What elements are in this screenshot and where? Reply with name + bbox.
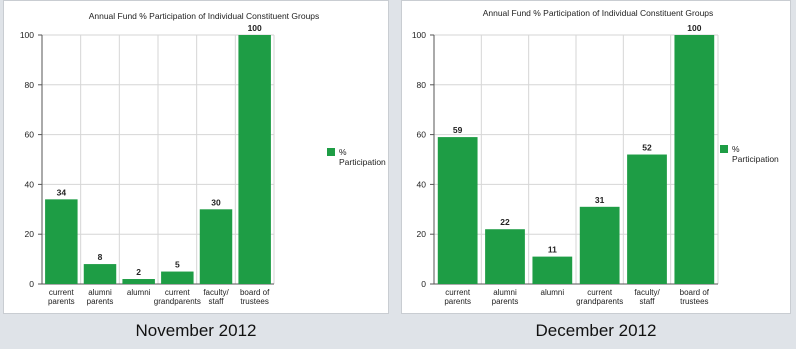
category-label: faculty/staff — [203, 288, 229, 306]
category-label: alumni parents — [492, 288, 519, 306]
legend-swatch — [720, 145, 728, 153]
participation-chart-december: Annual Fund % Participation of Individua… — [412, 8, 779, 306]
category-label: board of trustees — [680, 288, 710, 306]
chart-caption-november: November 2012 — [135, 321, 257, 340]
y-tick-label: 0 — [29, 279, 34, 289]
legend-label: % Participation — [339, 147, 386, 167]
data-label: 30 — [211, 197, 221, 207]
chart-caption-december: December 2012 — [535, 321, 657, 340]
data-label: 100 — [248, 23, 262, 33]
data-label: 2 — [136, 267, 141, 277]
category-label: alumni parents — [87, 288, 114, 306]
y-tick-label: 100 — [412, 30, 426, 40]
bar — [485, 229, 525, 284]
y-tick-label: 40 — [417, 179, 427, 189]
data-label: 8 — [98, 252, 103, 262]
y-tick-label: 80 — [25, 80, 35, 90]
data-label: 59 — [453, 125, 463, 135]
data-label: 31 — [595, 195, 605, 205]
y-tick-label: 20 — [417, 229, 427, 239]
y-tick-label: 40 — [25, 179, 35, 189]
category-label: current grandparents — [154, 288, 201, 306]
y-tick-label: 60 — [25, 130, 35, 140]
category-label: board of trustees — [240, 288, 270, 306]
legend-swatch — [327, 148, 335, 156]
category-label: alumni — [127, 288, 151, 297]
category-label: current parents — [444, 288, 471, 306]
category-label: alumni — [541, 288, 565, 297]
bar — [674, 35, 715, 284]
chart-title: Annual Fund % Participation of Individua… — [483, 8, 714, 18]
y-tick-label: 20 — [25, 229, 35, 239]
chart-title: Annual Fund % Participation of Individua… — [89, 11, 320, 21]
bar — [437, 137, 478, 284]
bar — [532, 256, 573, 284]
data-label: 100 — [687, 23, 701, 33]
chart-panel-november: Annual Fund % Participation of Individua… — [3, 0, 389, 314]
participation-chart-november: Annual Fund % Participation of Individua… — [20, 11, 386, 306]
chart-panel-december: Annual Fund % Participation of Individua… — [401, 0, 791, 314]
category-label: current parents — [48, 288, 75, 306]
bar — [45, 199, 78, 284]
bar — [83, 264, 117, 284]
data-label: 11 — [548, 245, 557, 255]
category-label: faculty/staff — [634, 288, 660, 306]
bar — [579, 206, 620, 284]
bar — [238, 35, 271, 284]
data-label: 5 — [175, 260, 180, 270]
category-label: current grandparents — [576, 288, 623, 306]
y-tick-label: 0 — [421, 279, 426, 289]
data-label: 34 — [57, 187, 67, 197]
data-label: 22 — [500, 217, 510, 227]
bar — [122, 279, 155, 284]
y-tick-label: 100 — [20, 30, 34, 40]
bar — [161, 271, 194, 284]
data-label: 52 — [642, 143, 652, 153]
bar — [627, 154, 667, 284]
bar — [199, 209, 233, 284]
y-tick-label: 60 — [417, 130, 427, 140]
y-tick-label: 80 — [417, 80, 427, 90]
legend-label: % Participation — [732, 144, 779, 164]
